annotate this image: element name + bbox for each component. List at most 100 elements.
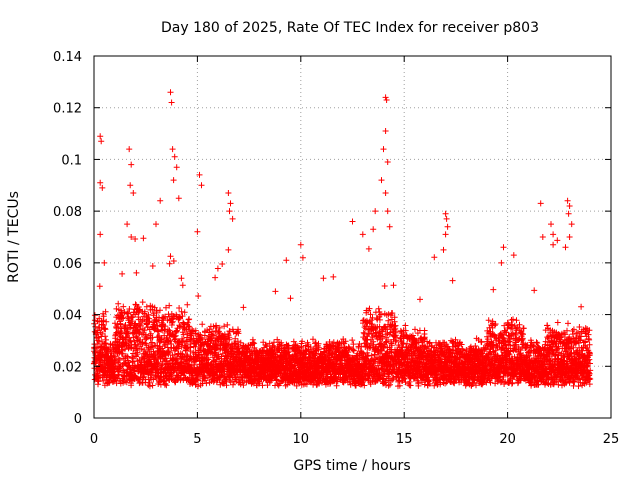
data-point bbox=[139, 299, 146, 306]
data-point bbox=[264, 343, 270, 350]
data-point bbox=[234, 329, 240, 336]
data-point bbox=[421, 327, 428, 334]
data-point bbox=[132, 320, 139, 327]
data-point bbox=[316, 380, 322, 387]
data-point bbox=[129, 355, 136, 362]
data-point bbox=[205, 374, 211, 381]
data-point bbox=[330, 273, 337, 280]
data-point bbox=[219, 261, 226, 267]
data-point bbox=[204, 360, 211, 367]
data-point bbox=[147, 330, 154, 337]
data-point bbox=[449, 277, 456, 284]
data-point bbox=[216, 324, 223, 331]
data-point bbox=[184, 319, 191, 326]
data-point bbox=[333, 382, 340, 389]
data-point bbox=[365, 245, 372, 252]
data-point bbox=[368, 352, 375, 359]
data-point bbox=[381, 283, 388, 289]
data-point bbox=[157, 307, 163, 314]
data-point bbox=[179, 313, 186, 320]
data-point bbox=[146, 383, 153, 390]
data-point bbox=[179, 354, 186, 361]
data-point bbox=[490, 286, 497, 293]
data-point bbox=[132, 301, 139, 308]
data-point bbox=[390, 282, 397, 289]
data-point bbox=[266, 340, 273, 347]
data-point bbox=[95, 381, 101, 388]
data-point bbox=[102, 333, 109, 340]
data-point bbox=[178, 275, 185, 282]
data-point bbox=[349, 337, 356, 344]
data-point bbox=[180, 331, 187, 338]
data-point bbox=[120, 303, 127, 310]
data-point bbox=[119, 270, 126, 277]
data-point bbox=[293, 382, 300, 389]
data-point bbox=[112, 320, 118, 327]
data-point bbox=[203, 380, 210, 387]
data-point bbox=[240, 382, 247, 389]
data-point bbox=[102, 340, 109, 347]
data-point bbox=[162, 323, 169, 330]
data-point bbox=[151, 304, 158, 311]
data-point bbox=[237, 381, 244, 388]
data-point bbox=[166, 260, 173, 267]
data-point bbox=[235, 344, 242, 351]
data-point bbox=[103, 318, 110, 325]
data-point bbox=[170, 313, 177, 319]
data-point bbox=[192, 327, 199, 334]
data-point bbox=[179, 282, 186, 289]
data-point bbox=[312, 339, 319, 346]
data-point bbox=[91, 312, 98, 319]
data-point bbox=[230, 381, 236, 388]
data-point bbox=[134, 349, 141, 356]
data-point bbox=[209, 328, 215, 335]
data-point bbox=[199, 321, 206, 328]
data-point bbox=[251, 344, 258, 351]
data-point bbox=[116, 357, 123, 363]
data-point bbox=[110, 369, 116, 376]
data-point bbox=[163, 382, 170, 389]
data-point bbox=[96, 283, 103, 290]
data-point bbox=[273, 376, 280, 383]
data-point bbox=[195, 293, 202, 299]
data-point bbox=[177, 323, 184, 330]
data-point bbox=[303, 381, 310, 388]
data-point bbox=[166, 349, 173, 356]
data-point bbox=[310, 336, 316, 343]
data-point bbox=[102, 308, 109, 315]
data-point bbox=[197, 334, 204, 341]
data-point bbox=[115, 300, 122, 307]
data-point bbox=[167, 337, 174, 344]
data-point bbox=[195, 383, 201, 390]
data-point bbox=[212, 274, 219, 281]
data-point bbox=[431, 254, 438, 261]
data-point bbox=[224, 321, 231, 328]
data-point bbox=[167, 253, 174, 260]
data-point bbox=[96, 337, 102, 344]
data-point bbox=[149, 343, 156, 350]
data-point bbox=[115, 371, 122, 378]
data-point bbox=[278, 339, 285, 346]
data-point bbox=[132, 236, 139, 242]
data-point bbox=[125, 310, 132, 317]
data-point bbox=[143, 303, 150, 310]
data-point bbox=[127, 337, 134, 344]
data-point bbox=[235, 330, 242, 337]
data-point bbox=[223, 382, 230, 389]
data-point bbox=[186, 324, 193, 330]
data-point bbox=[166, 327, 173, 334]
data-point bbox=[181, 309, 188, 316]
data-point bbox=[298, 378, 304, 385]
data-point bbox=[320, 275, 327, 282]
grid-lines bbox=[94, 56, 611, 418]
data-point bbox=[146, 318, 153, 325]
data-point bbox=[145, 319, 152, 326]
data-point bbox=[184, 352, 191, 358]
data-point bbox=[140, 235, 147, 242]
data-point bbox=[290, 338, 297, 345]
data-point bbox=[113, 305, 120, 312]
data-point bbox=[170, 258, 177, 264]
data-point bbox=[160, 314, 167, 321]
data-point bbox=[124, 353, 131, 360]
data-point bbox=[375, 305, 382, 312]
